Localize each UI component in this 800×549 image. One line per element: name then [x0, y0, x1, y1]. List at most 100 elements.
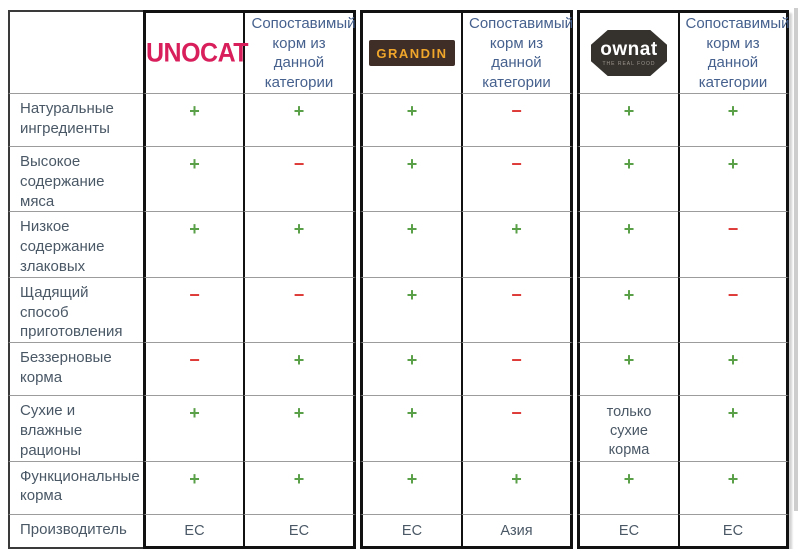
table-cell: +	[461, 212, 573, 278]
table-cell: −	[243, 277, 356, 344]
table-cell: +	[243, 94, 356, 147]
ownat-logo-tagline: THE REAL FOOD	[602, 60, 656, 67]
cell-value: ЕС	[288, 522, 310, 539]
table-cell: ЕС	[143, 514, 243, 549]
table-cell: +	[461, 461, 573, 515]
row-label: Высокое содержание мяса	[8, 147, 143, 213]
table-cell: только сухие корма	[577, 396, 678, 462]
table-cell: −	[143, 343, 243, 397]
cell-value: +	[189, 468, 200, 489]
cell-value: +	[293, 350, 305, 371]
table-row: Сухие и влажные рационы + + + − только с…	[8, 396, 789, 462]
table-cell: ЕС	[678, 514, 789, 549]
table-cell: −	[678, 277, 789, 344]
cell-value: +	[511, 468, 522, 489]
cell-value: +	[293, 101, 305, 121]
cell-value: +	[293, 403, 305, 424]
table-cell: +	[143, 396, 243, 462]
table-cell: +	[577, 147, 678, 213]
row-label: Беззерновые корма	[8, 343, 143, 397]
column-gap	[356, 10, 360, 94]
table-cell: +	[360, 147, 461, 213]
comparable-header-unocat: Сопоставимый корм из данной категории	[243, 10, 356, 94]
cell-value: +	[406, 403, 418, 424]
column-gap	[573, 396, 577, 462]
row-label-text: Низкое содержание злаковых	[20, 218, 105, 275]
cell-value: +	[189, 101, 200, 121]
cell-value: −	[189, 350, 200, 371]
table-row: Натуральные ингредиенты + + + − + +	[8, 94, 789, 147]
table-cell: +	[360, 396, 461, 462]
cell-value: +	[623, 154, 635, 174]
table-cell: +	[243, 343, 356, 397]
table-cell: −	[243, 147, 356, 213]
cell-value: +	[189, 403, 200, 424]
cell-value: +	[406, 219, 418, 240]
table-cell: +	[577, 94, 678, 147]
table-cell: +	[243, 212, 356, 278]
cell-value: +	[406, 468, 418, 489]
table-cell: −	[461, 147, 573, 213]
table-cell: −	[461, 277, 573, 344]
cell-value: ЕС	[618, 522, 640, 539]
row-label-text: Производитель	[20, 520, 127, 538]
table-cell: Азия	[461, 514, 573, 549]
cell-value: +	[189, 154, 200, 174]
cell-value: −	[511, 350, 522, 371]
table-cell: +	[360, 277, 461, 344]
brand-header-unocat: UNOCAT	[143, 10, 249, 94]
cell-value: −	[293, 154, 305, 174]
cell-value: +	[511, 219, 522, 240]
table-cell: +	[577, 212, 678, 278]
table-row: Высокое содержание мяса + − + − + +	[8, 147, 789, 213]
cell-value: +	[623, 101, 635, 121]
table-cell: +	[143, 212, 243, 278]
table-cell: +	[678, 343, 789, 397]
table-cell: +	[360, 212, 461, 278]
table-cell: +	[243, 461, 356, 515]
comparable-header-label: Сопоставимый корм из данной категории	[469, 15, 574, 91]
cell-value: −	[511, 284, 522, 305]
column-gap	[573, 94, 577, 147]
column-gap	[356, 277, 360, 344]
cell-value: ЕС	[722, 522, 744, 539]
table-cell: +	[577, 277, 678, 344]
table-cell: +	[678, 94, 789, 147]
cell-value: +	[623, 219, 635, 240]
table-cell: +	[678, 396, 789, 462]
row-label-text: Натуральные ингредиенты	[20, 100, 114, 137]
row-label: Натуральные ингредиенты	[8, 94, 143, 147]
cell-value: +	[623, 350, 635, 371]
row-label: Низкое содержание злаковых	[8, 212, 143, 278]
table-row: Функциональные корма + + + + + +	[8, 461, 789, 515]
header-row: UNOCAT Сопоставимый корм из данной катег…	[8, 10, 790, 94]
comparable-header-label: Сопоставимый корм из данной категории	[251, 15, 356, 91]
table-cell: +	[577, 343, 678, 397]
table-cell: +	[678, 461, 789, 515]
cell-value: +	[189, 219, 200, 240]
row-label: Щадящий способ приготовления	[8, 277, 143, 344]
column-gap	[573, 212, 577, 278]
cell-value: +	[727, 468, 739, 489]
cell-value: +	[623, 468, 635, 489]
table-cell: +	[360, 343, 461, 397]
cell-value: −	[511, 403, 522, 424]
brand-header-ownat: ownat THE REAL FOOD	[577, 10, 678, 94]
table-row: Производитель ЕС ЕС ЕС Азия ЕС ЕС	[8, 514, 789, 549]
column-gap	[356, 461, 360, 515]
table-cell: −	[678, 212, 789, 278]
cell-value: +	[293, 468, 305, 489]
table-row: Беззерновые корма − + + − + +	[8, 343, 789, 397]
table-cell: ЕС	[577, 514, 678, 549]
cell-value: ЕС	[184, 522, 205, 539]
row-label: Производитель	[8, 514, 143, 549]
row-label: Сухие и влажные рационы	[8, 396, 143, 462]
column-gap	[573, 147, 577, 213]
table-cell: ЕС	[243, 514, 356, 549]
cell-value: −	[293, 284, 305, 305]
table-cell: ЕС	[360, 514, 461, 549]
table-cell: +	[360, 461, 461, 515]
ownat-logo-text: ownat	[600, 38, 658, 60]
table-cell: −	[461, 396, 573, 462]
cell-value: +	[406, 350, 418, 371]
